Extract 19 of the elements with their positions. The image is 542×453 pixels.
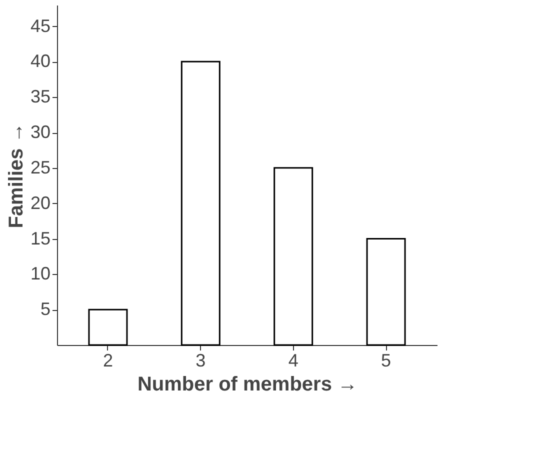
bar bbox=[88, 308, 128, 346]
x-tick-label: 5 bbox=[381, 350, 392, 370]
y-tick-label: 20 bbox=[30, 192, 50, 213]
y-tick-label: 35 bbox=[30, 86, 50, 107]
y-tick-label: 25 bbox=[30, 157, 50, 178]
y-tick-label: 5 bbox=[40, 299, 50, 320]
bar bbox=[180, 60, 220, 346]
bar bbox=[274, 167, 314, 346]
y-tick-label: 15 bbox=[30, 228, 50, 248]
bar bbox=[366, 238, 406, 346]
x-axis-title: Number of members → bbox=[137, 374, 358, 396]
x-tick-label: 4 bbox=[288, 350, 298, 370]
y-axis-title: Families → bbox=[5, 122, 28, 228]
y-tick-label: 45 bbox=[30, 16, 50, 36]
y-tick-label: 10 bbox=[30, 264, 50, 284]
x-tick-label: 3 bbox=[196, 350, 206, 370]
x-tick-label: 2 bbox=[102, 350, 113, 370]
y-tick-label: 40 bbox=[30, 51, 50, 72]
y-tick-label: 30 bbox=[30, 122, 50, 142]
